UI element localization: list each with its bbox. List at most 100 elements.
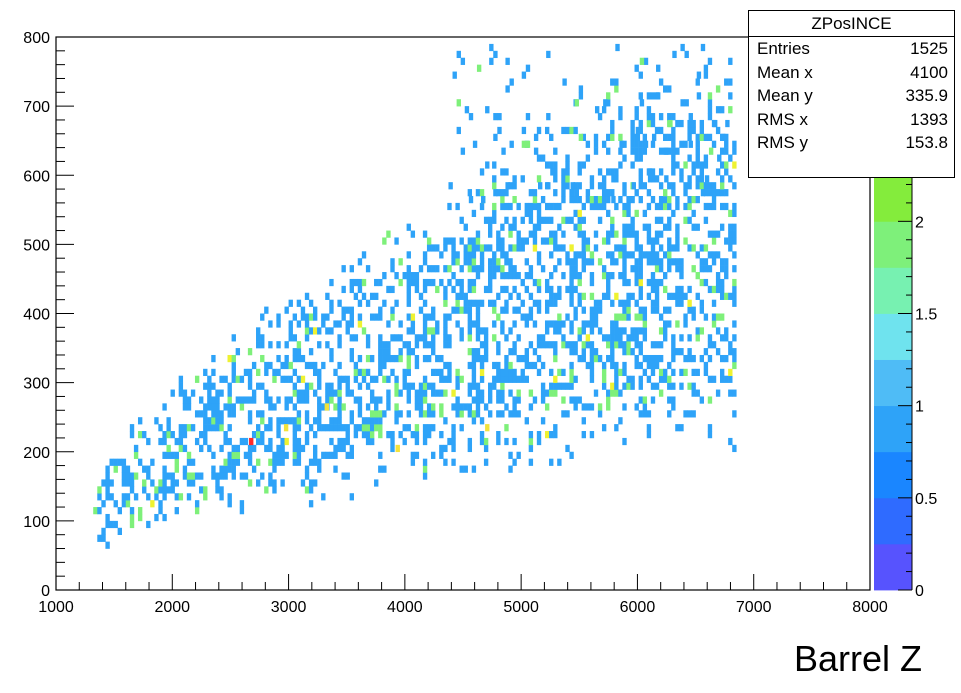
histogram-bin [638,175,643,183]
histogram-bin [557,320,562,328]
histogram-bin [378,354,383,363]
histogram-bin [235,451,241,459]
histogram-bin [540,195,546,204]
histogram-bin [581,251,586,259]
histogram-bin [647,175,653,183]
histogram-bin [695,327,700,335]
histogram-bin [671,133,676,141]
histogram-bin [162,472,167,480]
histogram-bin [509,78,514,86]
histogram-bin [459,278,464,287]
histogram-bin [464,106,470,114]
histogram-bin [431,341,436,349]
histogram-bin [626,306,631,314]
histogram-bin [679,119,684,128]
histogram-bin [406,354,411,363]
histogram-bin [569,195,574,204]
histogram-bin [699,306,705,314]
histogram-bin [577,334,582,342]
histogram-bin [459,465,464,473]
histogram-bin [317,396,322,404]
stats-title: ZPosINCE [749,11,954,37]
histogram-bin [378,341,383,349]
histogram-bin [565,382,570,390]
colorbar-segment [874,451,912,499]
histogram-bin [243,451,249,459]
histogram-bin [369,396,375,404]
histogram-bin [475,244,481,252]
colorbar-tick-label: 0 [915,583,924,600]
histogram-bin [654,354,660,363]
histogram-bin [500,327,505,335]
histogram-bin [402,375,407,383]
histogram-bin [158,437,163,446]
histogram-bin [626,299,631,307]
histogram-bin [654,216,660,224]
x-tick-label: 1000 [38,599,74,616]
histogram-bin [544,161,550,169]
histogram-bin [711,251,717,259]
histogram-bin [256,334,261,342]
histogram-bin [292,368,298,377]
histogram-bin [471,382,477,390]
histogram-bin [532,361,538,370]
histogram-bin [418,334,424,342]
histogram-bin [508,223,513,231]
histogram-bin [671,182,676,190]
histogram-bin [707,265,713,273]
histogram-bin [194,437,200,446]
histogram-bin [203,403,208,411]
histogram-bin [349,348,354,356]
histogram-bin [622,265,627,273]
histogram-bin [610,334,615,342]
histogram-bin [162,437,167,446]
histogram-bin [577,327,582,335]
histogram-bin [341,403,346,411]
histogram-bin [447,313,452,321]
histogram-bin [443,444,448,453]
histogram-bin [304,410,310,418]
histogram-bin [504,368,509,377]
histogram-bin [435,244,440,252]
histogram-bin [703,154,709,162]
histogram-bin [422,354,428,363]
histogram-bin [663,223,668,231]
histogram-bin [528,306,534,314]
histogram-bin [561,396,566,404]
histogram-bin [536,437,542,446]
histogram-bin [479,168,485,176]
histogram-bin [479,375,485,383]
histogram-bin [333,444,338,453]
histogram-bin [386,320,391,328]
histogram-bin [634,209,639,218]
histogram-bin [634,244,639,252]
histogram-bin [589,313,595,321]
histogram-bin [634,272,639,280]
histogram-bin [646,354,652,363]
histogram-bin [443,285,448,294]
histogram-bin [256,368,261,377]
histogram-bin [512,272,517,280]
histogram-bin [121,493,127,501]
histogram-bin [544,389,550,397]
histogram-bin [615,43,620,52]
y-tick-label: 100 [23,514,50,531]
histogram-bin [687,154,692,162]
histogram-bin [634,189,639,197]
histogram-bin [549,341,554,349]
histogram-bin [276,341,281,349]
histogram-bin [410,320,416,328]
histogram-bin [610,119,615,128]
histogram-bin [280,444,285,453]
histogram-bin [406,341,411,349]
histogram-bin [308,479,314,487]
histogram-bin [471,265,477,273]
histogram-bin [410,431,416,439]
histogram-bin [606,292,611,300]
histogram-bin [512,175,517,183]
histogram-bin [455,368,460,377]
histogram-bin [292,417,298,425]
histogram-bin [549,133,554,141]
y-tick-label: 0 [41,583,50,600]
histogram-bin [447,202,452,211]
